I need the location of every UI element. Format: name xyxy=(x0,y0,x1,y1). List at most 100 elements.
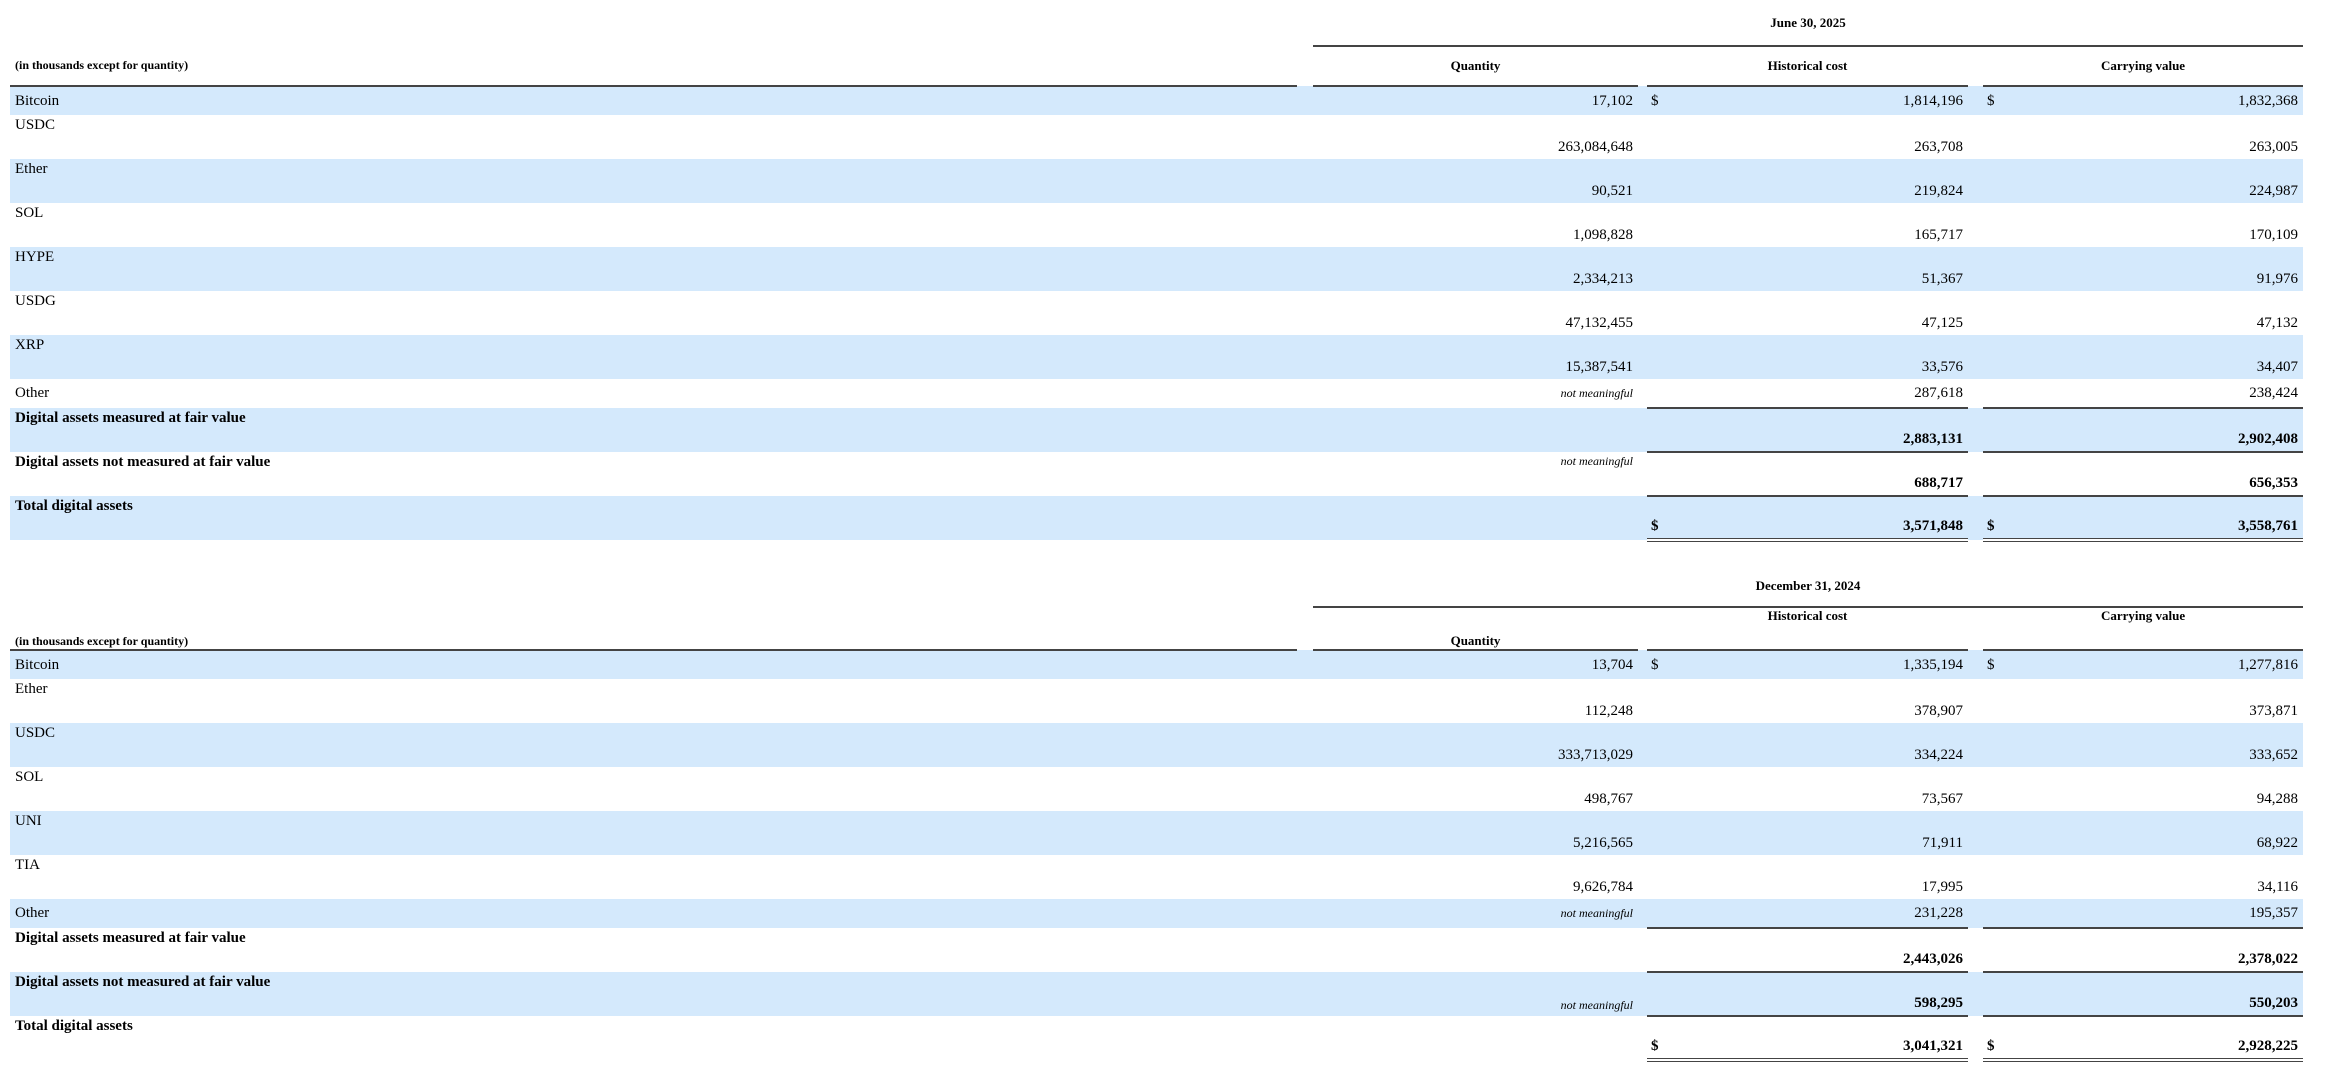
column-gap xyxy=(1638,452,1647,496)
column-gap xyxy=(1968,335,1983,379)
column-gap xyxy=(1968,607,1983,650)
asset-row: Bitcoin 17,102 $1,814,196 $1,832,368 xyxy=(10,86,2304,115)
quantity-value: 90,521 xyxy=(1313,159,1638,203)
column-gap xyxy=(1968,86,1983,115)
amount: 170,109 xyxy=(2249,227,2299,243)
quantity-value: 15,387,541 xyxy=(1313,335,1638,379)
blank xyxy=(10,566,1297,607)
column-gap xyxy=(1297,811,1313,855)
asset-name: USDC xyxy=(10,723,1297,767)
column-gap xyxy=(1638,899,1647,928)
column-gap xyxy=(1638,972,1647,1016)
column-gap xyxy=(1968,1016,1983,1060)
asset-row: SOL 1,098,828 165,717 170,109 xyxy=(10,203,2303,247)
asset-name: SOL xyxy=(15,205,44,221)
historical-cost-value: $3,571,848 xyxy=(1647,496,1968,542)
column-gap xyxy=(1638,291,1647,335)
column-gap xyxy=(1968,767,1983,811)
amount: 1,832,368 xyxy=(2238,92,2299,109)
asset-name: UNI xyxy=(10,811,1297,855)
date-header-row: December 31, 2024 xyxy=(10,566,2304,608)
historical-cost-value: 47,125 xyxy=(1647,291,1968,335)
column-gap xyxy=(1638,723,1647,767)
column-header-row: (in thousands except for quantity) Quanti… xyxy=(10,607,2304,651)
column-gap xyxy=(1297,899,1313,928)
carrying-value-value: 263,005 xyxy=(1983,115,2303,159)
total-row: Digital assets measured at fair value 2,8… xyxy=(10,408,2304,453)
asset-row: Other not meaningful 287,618 238,424 xyxy=(10,379,2304,409)
quantity-value: 112,248 xyxy=(1584,703,1633,719)
column-gap xyxy=(1638,650,1647,679)
quantity-value: not meaningful xyxy=(1560,454,1633,468)
historical-cost-value: 17,995 xyxy=(1647,855,1968,899)
currency-symbol: $ xyxy=(1651,518,1659,534)
amount: 238,424 xyxy=(2249,384,2299,401)
column-gap xyxy=(1968,46,1983,86)
total-row: Total digital assets $3,041,321 $2,928,225 xyxy=(10,1016,2304,1062)
column-gap xyxy=(1638,1016,1647,1060)
carrying-value-value: $2,928,225 xyxy=(1983,1016,2304,1062)
currency-symbol: $ xyxy=(1987,656,1995,673)
asset-name: Ether xyxy=(10,159,1297,203)
asset-name: HYPE xyxy=(10,247,1297,291)
quantity-value: 498,767 xyxy=(1584,791,1633,807)
amount: 688,717 xyxy=(1914,475,1963,491)
asset-row: USDC 333,713,029 334,224 333,652 xyxy=(10,723,2304,767)
currency-symbol: $ xyxy=(1651,656,1659,673)
column-gap xyxy=(1968,115,1983,159)
historical-cost-value: $1,335,194 xyxy=(1647,650,1968,679)
quantity-value: not meaningful xyxy=(1313,899,1638,928)
column-gap xyxy=(1968,452,1983,496)
amount: 656,353 xyxy=(2249,475,2299,491)
asset-name: SOL xyxy=(15,769,44,785)
carrying-value-value: 373,871 xyxy=(1983,679,2303,723)
column-gap xyxy=(1297,86,1313,115)
asset-name: USDC xyxy=(15,117,56,133)
currency-symbol: $ xyxy=(1987,518,1995,534)
amount: 287,618 xyxy=(1914,384,1963,401)
column-gap xyxy=(1297,566,1313,607)
amount: 3,571,848 xyxy=(1903,518,1963,534)
column-gap xyxy=(1638,928,1647,972)
column-gap xyxy=(1297,46,1313,86)
carrying-value-value: 34,407 xyxy=(1983,335,2304,379)
carrying-value-value: $1,832,368 xyxy=(1983,86,2304,115)
column-gap xyxy=(1297,1016,1313,1060)
quantity-value: not meaningful xyxy=(1560,386,1633,400)
quantity-value: 17,102 xyxy=(1313,86,1638,115)
quantity-value: 47,132,455 xyxy=(1565,315,1634,331)
column-gap xyxy=(1638,811,1647,855)
carrying-value-value: 68,922 xyxy=(1983,811,2304,855)
amount: 1,335,194 xyxy=(1903,656,1963,673)
quantity-value: 1,098,828 xyxy=(1573,227,1633,243)
column-gap xyxy=(1297,452,1313,496)
carrying-value-value: 2,902,408 xyxy=(1983,408,2304,453)
quantity-header: Quantity xyxy=(1313,607,1638,651)
column-gap xyxy=(1297,767,1313,811)
amount: 34,407 xyxy=(2256,359,2299,375)
amount: 71,911 xyxy=(1922,835,1963,851)
date-header-row: June 30, 2025 xyxy=(10,0,2304,47)
amount: 231,228 xyxy=(1914,904,1963,921)
amount: 263,005 xyxy=(2249,139,2299,155)
column-gap xyxy=(1968,679,1983,723)
asset-name: Bitcoin xyxy=(10,86,1297,115)
amount: 598,295 xyxy=(1914,995,1963,1011)
historical-cost-value: 378,907 xyxy=(1647,679,1968,723)
carrying-value-value: 195,357 xyxy=(1983,899,2304,929)
historical-cost-value: 263,708 xyxy=(1647,115,1968,159)
historical-cost-value: 2,883,131 xyxy=(1647,408,1968,453)
amount: 94,288 xyxy=(2256,791,2299,807)
column-gap xyxy=(1968,928,1983,972)
digital-assets-table-december-2024: December 31, 2024 (in thousands except fo… xyxy=(10,566,2304,1062)
carrying-value-value: $3,558,761 xyxy=(1983,496,2304,542)
historical-cost-value: 73,567 xyxy=(1647,767,1968,811)
column-gap xyxy=(1297,291,1313,335)
column-gap xyxy=(1297,650,1313,679)
total-row: Digital assets not measured at fair valu… xyxy=(10,452,2304,497)
column-gap xyxy=(1638,159,1647,203)
column-gap xyxy=(1968,899,1983,928)
asset-row: XRP 15,387,541 33,576 34,407 xyxy=(10,335,2304,379)
column-gap xyxy=(1297,247,1313,291)
amount: 333,652 xyxy=(2249,747,2299,763)
